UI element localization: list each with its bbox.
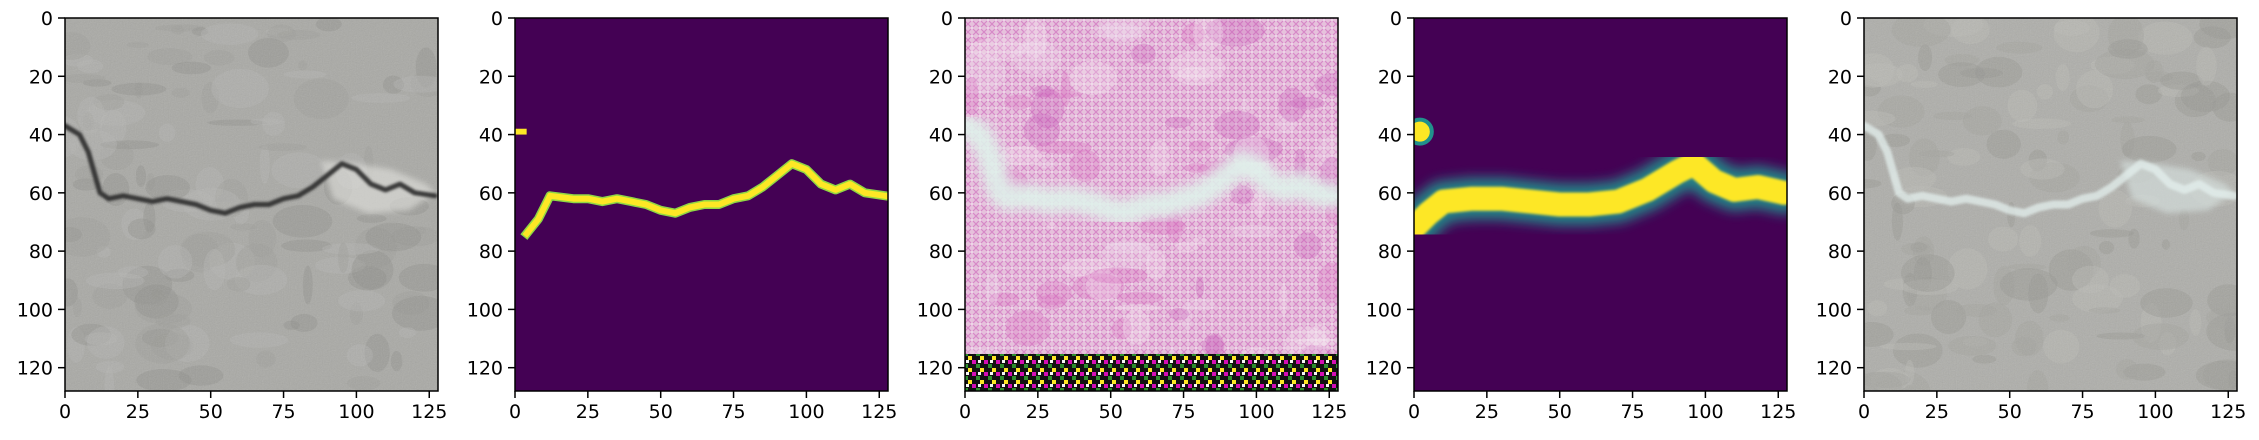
predicted-probability-map: 0 25 50 75 100 125 0 20 40 60 80 100 120: [1366, 8, 1797, 423]
y-tick-label: 0: [1840, 8, 1852, 30]
x-tick-label: 0: [1858, 401, 1870, 423]
probability-crack: [1414, 151, 1787, 240]
x-tick-label: 25: [126, 401, 150, 423]
x-tick-label: 125: [2210, 401, 2246, 423]
x-tick-label: 75: [271, 401, 295, 423]
y-tick-label: 20: [29, 66, 53, 88]
y-tick-label: 100: [467, 299, 503, 321]
y-tick-label: 0: [41, 8, 53, 30]
y-tick-label: 100: [1366, 299, 1402, 321]
y-tick-label: 120: [17, 358, 53, 380]
x-tick-label: 25: [1475, 401, 1499, 423]
x-tick-label: 25: [1925, 401, 1949, 423]
x-tick-label: 0: [509, 401, 521, 423]
probability-dot: [1414, 117, 1434, 146]
y-tick-label: 80: [29, 241, 53, 263]
y-tick-label: 100: [17, 299, 53, 321]
y-tick-label: 40: [479, 125, 503, 147]
y-tick-label: 0: [1390, 8, 1402, 30]
y-tick-label: 120: [1816, 358, 1852, 380]
generated-image-image: [965, 18, 1338, 391]
x-tick-label: 125: [1311, 401, 1347, 423]
mask-dot: [515, 128, 527, 135]
x-tick-label: 100: [1238, 401, 1274, 423]
x-tick-label: 125: [411, 401, 447, 423]
axes-frame-3: [964, 17, 1339, 392]
x-tick-label: 0: [59, 401, 71, 423]
x-tick-label: 100: [338, 401, 374, 423]
generated-image: 0 25 50 75 100 125 0 20 40 60 80 100 120: [917, 8, 1348, 423]
ground-truth-mask-image: [515, 18, 888, 391]
x-tick-label: 0: [959, 401, 971, 423]
overlay-result-image: [1864, 18, 2237, 391]
x-tick-label: 0: [1408, 401, 1420, 423]
y-tick-label: 0: [941, 8, 953, 30]
mask-crack: [522, 160, 888, 238]
input-crack-photo: 0 25 50 75 100 125 0 20 40 60 80 100 120: [17, 8, 448, 423]
axes-frame-1: [64, 17, 439, 392]
y-tick-label: 120: [917, 358, 953, 380]
y-tick-label: 40: [29, 125, 53, 147]
y-tick-label: 100: [1816, 299, 1852, 321]
y-tick-label: 80: [1378, 241, 1402, 263]
y-tick-label: 20: [1828, 66, 1852, 88]
x-tick-label: 75: [1171, 401, 1195, 423]
x-tick-label: 50: [1548, 401, 1572, 423]
x-tick-label: 100: [2137, 401, 2173, 423]
y-tick-label: 60: [929, 183, 953, 205]
y-tick-label: 20: [479, 66, 503, 88]
y-tick-label: 20: [1378, 66, 1402, 88]
x-tick-label: 125: [1760, 401, 1796, 423]
axes-frame-4: [1413, 17, 1788, 392]
crack-line: [1864, 121, 2237, 218]
x-tick-label: 50: [649, 401, 673, 423]
y-tick-label: 60: [29, 183, 53, 205]
y-tick-label: 120: [467, 358, 503, 380]
y-tick-label: 60: [1378, 183, 1402, 205]
y-tick-label: 120: [1366, 358, 1402, 380]
x-tick-label: 100: [788, 401, 824, 423]
generated-bottom-band: [965, 354, 1338, 391]
ground-truth-mask: 0 25 50 75 100 125 0 20 40 60 80 100 120: [467, 8, 898, 423]
axes-frame-5: [1863, 17, 2238, 392]
x-tick-label: 50: [199, 401, 223, 423]
x-tick-label: 25: [576, 401, 600, 423]
crack-line: [65, 123, 438, 216]
x-tick-label: 50: [1099, 401, 1123, 423]
axes-frame-2: [514, 17, 889, 392]
x-tick-label: 50: [1998, 401, 2022, 423]
x-tick-label: 100: [1687, 401, 1723, 423]
x-tick-label: 75: [1620, 401, 1644, 423]
input-crack-photo-image: [65, 18, 438, 391]
generated-crack-glow: [965, 112, 1338, 227]
y-tick-label: 100: [917, 299, 953, 321]
y-tick-label: 80: [1828, 241, 1852, 263]
y-tick-label: 60: [479, 183, 503, 205]
x-tick-label: 25: [1026, 401, 1050, 423]
y-tick-label: 0: [491, 8, 503, 30]
x-tick-label: 75: [2070, 401, 2094, 423]
x-tick-label: 75: [721, 401, 745, 423]
x-tick-label: 125: [861, 401, 897, 423]
y-tick-label: 80: [479, 241, 503, 263]
y-tick-label: 20: [929, 66, 953, 88]
predicted-probability-map-image: [1414, 18, 1787, 391]
y-tick-label: 60: [1828, 183, 1852, 205]
y-tick-label: 40: [929, 125, 953, 147]
y-tick-label: 40: [1828, 125, 1852, 147]
y-tick-label: 40: [1378, 125, 1402, 147]
overlay-result: 0 25 50 75 100 125 0 20 40 60 80 100 120: [1816, 8, 2247, 423]
y-tick-label: 80: [929, 241, 953, 263]
